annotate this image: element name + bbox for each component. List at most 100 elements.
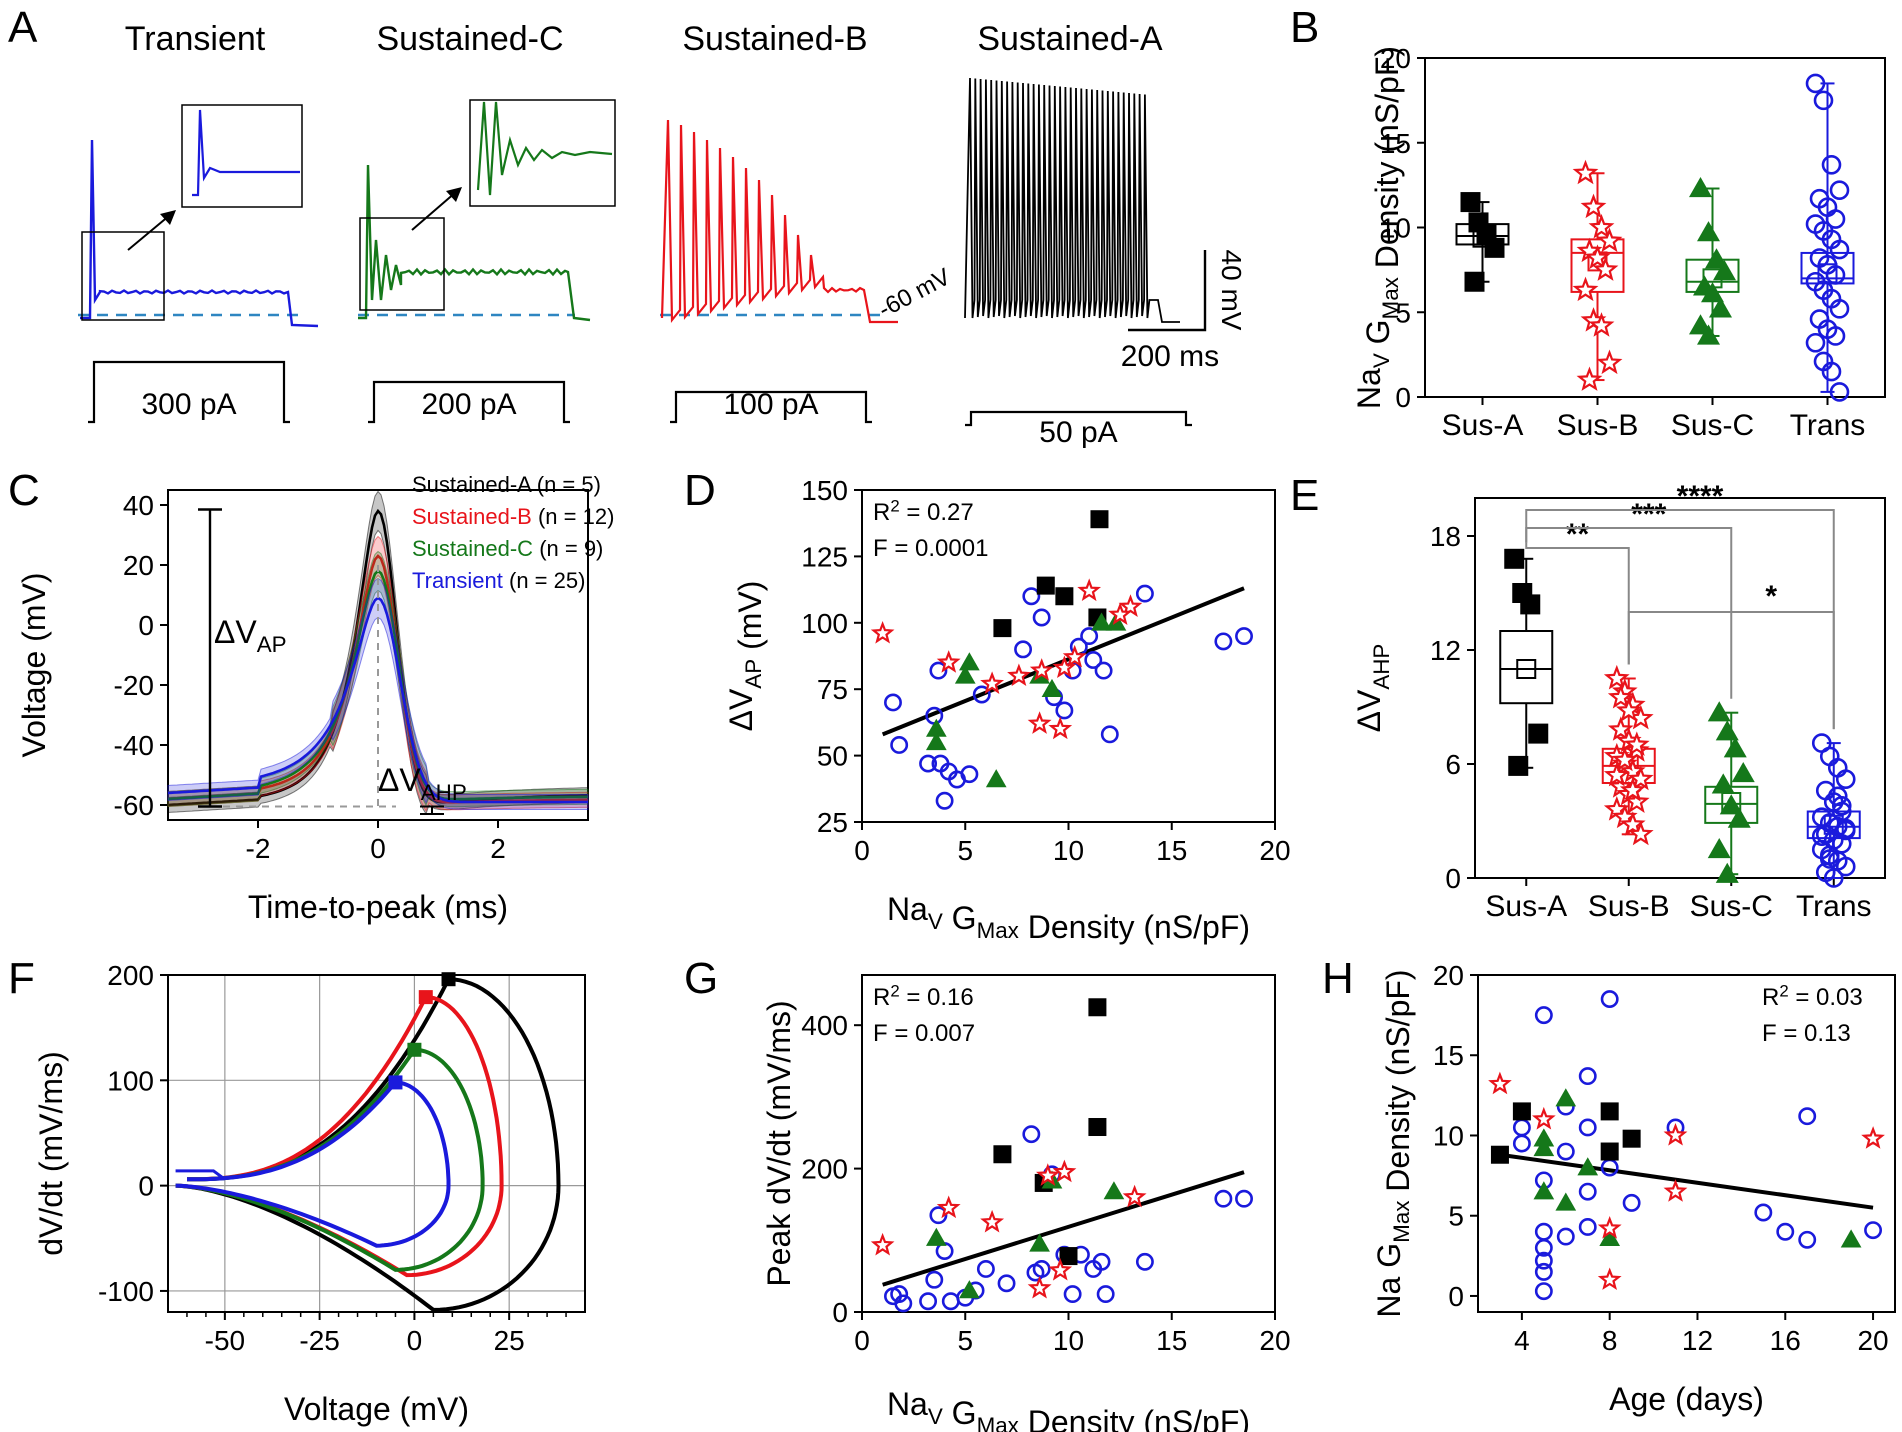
legend-entry-sustained-a: Sustained-A (n = 5)	[412, 472, 601, 497]
y-tick-label: 12	[1430, 635, 1461, 666]
data-point-transient	[1825, 265, 1846, 285]
x-tick-label: 15	[1156, 835, 1187, 866]
y-axis-title-part: AHP	[1369, 644, 1394, 690]
panel-letter: D	[684, 466, 716, 515]
data-point-sustained-c	[1705, 248, 1728, 269]
data-point-sustained-b	[1619, 811, 1646, 836]
data-point-transient	[884, 693, 902, 712]
data-point-sustained-b	[1588, 312, 1615, 337]
data-point-transient	[1534, 1262, 1553, 1281]
dvap-label: ΔVAP	[214, 614, 287, 657]
x-tick-label: 10	[1053, 835, 1084, 866]
current-step-label: 100 pA	[723, 388, 818, 421]
x-tick-label: 12	[1682, 1325, 1713, 1356]
data-point-transient	[929, 1206, 948, 1225]
stat-label-r2-part: = 0.03	[1789, 984, 1863, 1011]
significance-label: ****	[1677, 480, 1724, 513]
data-point-sustained-a	[1512, 1102, 1531, 1121]
data-point-sustained-b	[936, 650, 961, 673]
y-tick-label: 150	[801, 475, 848, 506]
zoom-box-sustained-c	[359, 217, 445, 311]
data-point-transient	[1829, 239, 1850, 260]
legend-entry-sustained-b: Sustained-B (n = 12)	[412, 504, 614, 529]
data-point-sustained-b	[1035, 1163, 1060, 1186]
data-point-sustained-c	[1731, 762, 1755, 783]
data-point-transient	[1578, 1118, 1597, 1137]
data-point-transient	[1235, 1189, 1253, 1208]
stat-label-f: F = 0.0001	[873, 535, 988, 562]
data-point-sustained-a	[993, 619, 1012, 638]
data-point-transient	[1835, 818, 1856, 839]
data-point-sustained-b	[1663, 1179, 1688, 1202]
category-label-sustained-a: Sus-A	[1485, 890, 1567, 923]
data-point-sustained-b	[1062, 644, 1087, 668]
y-axis-title: Na GMax Density (nS/pF)	[1371, 969, 1416, 1317]
data-point-sustained-c	[1533, 1137, 1555, 1157]
data-point-transient	[941, 1292, 960, 1311]
significance-label: ***	[1631, 498, 1666, 531]
data-point-transient	[935, 791, 954, 810]
data-point-transient	[1096, 1285, 1115, 1304]
data-point-transient	[1032, 608, 1051, 627]
data-point-transient	[1022, 1125, 1041, 1144]
data-point-sustained-a	[1490, 1145, 1509, 1164]
y-axis-title: ΔVAP (mV)	[723, 581, 768, 732]
data-point-transient	[1135, 584, 1154, 603]
y-axis-title: Voltage (mV)	[16, 573, 52, 758]
x-axis-title-part: Max	[977, 918, 1019, 943]
y-axis-title: ΔVAHP	[1351, 644, 1394, 733]
data-point-transient	[1235, 627, 1253, 646]
y-tick-label: 5	[1448, 1201, 1464, 1232]
y-tick-label: 100	[107, 1065, 154, 1096]
y-axis-title: dV/dt (mV/ms)	[33, 1051, 69, 1255]
data-point-sustained-b	[980, 1209, 1005, 1233]
data-point-sustained-c	[1713, 260, 1736, 281]
y-axis-title-part: Density (nS/pF)	[1369, 46, 1405, 277]
data-point-sustained-b	[1623, 731, 1650, 757]
data-point-sustained-a	[1508, 755, 1529, 776]
data-point-sustained-b	[870, 1232, 895, 1256]
data-point-sustained-c	[925, 731, 947, 751]
inset-arrow-sustained-c	[411, 191, 457, 231]
max-rate-marker-sustained-b	[418, 990, 433, 1005]
legend-n: (n = 25)	[503, 568, 586, 593]
x-tick-label: 10	[1053, 1325, 1084, 1356]
data-point-sustained-c	[1707, 701, 1731, 722]
panel-h: 0 5 10 15 20 4 8 12 16 20 H Na GMax Density (nS/pF)…	[1322, 954, 1896, 1417]
significance-label: **	[1566, 518, 1590, 551]
data-point-transient	[1063, 1285, 1082, 1304]
data-point-sustained-a	[1622, 1129, 1641, 1148]
y-tick-label: 125	[801, 541, 848, 572]
phase-plot-sustained-a	[175, 977, 561, 1312]
y-tick-label: 200	[107, 960, 154, 991]
y-axis-title-part: Na	[1351, 368, 1387, 409]
plot-frame	[167, 974, 586, 1313]
data-point-transient	[890, 736, 909, 754]
trace-title-sustained-b: Sustained-B	[682, 20, 867, 58]
dvahp-label: ΔVAHP	[378, 762, 467, 805]
data-point-transient	[1534, 1282, 1553, 1301]
data-point-transient	[1014, 640, 1033, 659]
data-point-transient	[972, 685, 991, 704]
data-point-sustained-c	[1555, 1192, 1577, 1211]
y-tick-label: -20	[114, 670, 154, 701]
x-tick-label: 8	[1602, 1325, 1618, 1356]
stat-label-r2-part: R	[873, 984, 890, 1011]
y-tick-label: 10	[1380, 213, 1411, 244]
y-axis-title: Peak dV/dt (mV/ms)	[761, 1000, 797, 1286]
data-point-transient	[1556, 1227, 1575, 1246]
y-tick-label: 0	[138, 1171, 154, 1202]
data-point-sustained-c	[1103, 1181, 1125, 1200]
category-label-transient: Trans	[1790, 409, 1866, 442]
current-step-protocol	[965, 410, 1192, 427]
x-tick-label: 2	[490, 833, 506, 864]
x-axis-title: NaV GMax Density (nS/pF)	[887, 1386, 1250, 1432]
arrowhead-icon	[446, 187, 462, 202]
stat-label-r2: R2 = 0.16	[873, 982, 974, 1011]
data-point-sustained-c	[925, 1227, 947, 1246]
data-point-transient	[1821, 361, 1842, 382]
